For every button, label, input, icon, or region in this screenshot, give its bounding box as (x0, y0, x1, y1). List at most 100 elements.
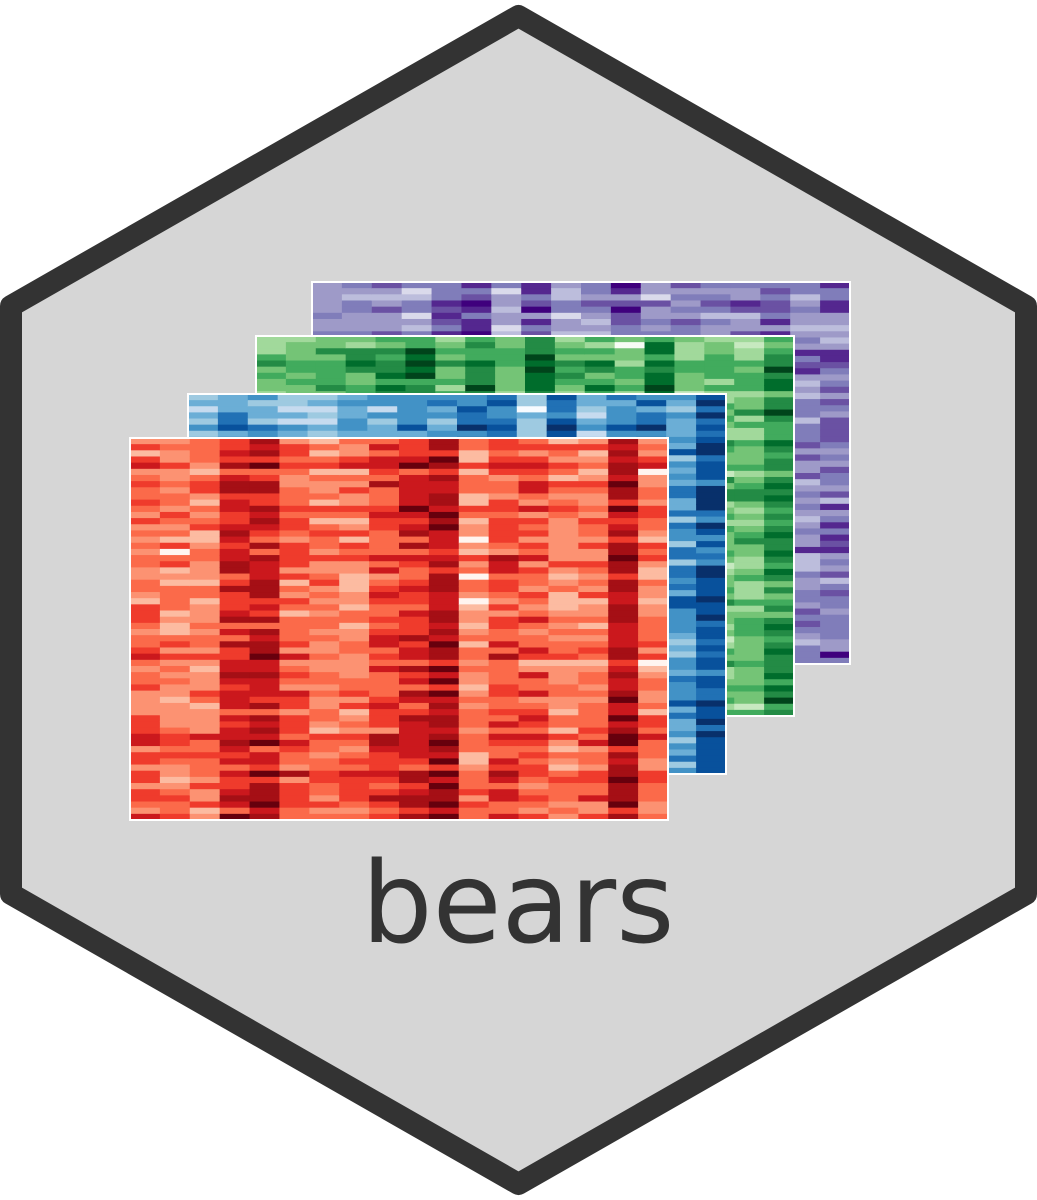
heatmap-cell (217, 406, 249, 413)
heatmap-cell (399, 721, 430, 729)
heatmap-cell (249, 702, 281, 710)
heatmap-cell (608, 573, 639, 581)
heatmap-cell (548, 518, 579, 525)
heatmap-cell (518, 530, 550, 538)
heatmap-cell (734, 385, 765, 392)
heatmap-cell (279, 592, 310, 599)
heatmap-cell (399, 505, 430, 513)
heatmap-cell (578, 733, 609, 741)
heatmap-cell (369, 511, 400, 519)
heatmap-cell (189, 561, 221, 568)
heatmap-cell (279, 567, 310, 575)
heatmap-cell (638, 592, 669, 599)
heatmap-cell (548, 690, 579, 698)
heatmap-cell (375, 342, 407, 349)
heatmap-cell (488, 789, 520, 796)
heatmap-cell (458, 770, 490, 778)
heatmap-cell (315, 366, 347, 374)
heatmap-cell (249, 789, 281, 796)
heatmap-cell (606, 424, 637, 432)
heatmap-cell (606, 400, 637, 407)
heatmap-cell (345, 342, 377, 349)
heatmap-cell (249, 530, 281, 538)
heatmap-cell (525, 372, 556, 380)
heatmap-cell (820, 392, 851, 400)
heatmap-cell (606, 406, 637, 413)
heatmap-cell (518, 616, 550, 624)
heatmap-cell (339, 438, 370, 445)
heatmap-cell (666, 522, 697, 530)
heatmap-cell (610, 294, 642, 302)
heatmap-cell (638, 764, 669, 772)
heatmap-cell (369, 770, 400, 778)
heatmap-cell (399, 653, 430, 661)
heatmap-cell (249, 665, 281, 673)
heatmap-cell (315, 354, 347, 362)
heatmap-cell (666, 547, 697, 554)
heatmap-cell (428, 696, 460, 704)
heatmap-cell (458, 776, 490, 784)
heatmap-cell (516, 400, 548, 407)
heatmap-cell (488, 511, 520, 519)
heatmap-cell (578, 807, 609, 815)
heatmap-cell (491, 288, 522, 295)
heatmap-cell (790, 522, 821, 530)
heatmap-cell (461, 288, 492, 295)
heatmap-cell (435, 378, 466, 386)
heatmap-cell (428, 715, 460, 723)
heatmap-cell (428, 450, 460, 458)
heatmap-cell (279, 733, 310, 741)
heatmap-cell (130, 813, 161, 821)
heatmap-cell (249, 752, 281, 759)
heatmap-cell (548, 665, 579, 673)
heatmap-cell (518, 641, 550, 649)
heatmap-cell (341, 300, 373, 308)
heatmap-cell (461, 331, 492, 339)
heatmap-cell (638, 635, 669, 642)
heatmap-cell (369, 807, 400, 815)
heatmap-cell (488, 665, 520, 673)
heatmap-cell (790, 503, 821, 511)
heatmap-cell (279, 801, 310, 809)
heatmap-cell (159, 770, 191, 778)
heatmap-cell (339, 567, 370, 575)
heatmap-cell (249, 776, 281, 784)
heatmap-cell (696, 700, 727, 708)
heatmap-cell (285, 360, 317, 368)
heatmap-cell (188, 412, 219, 420)
heatmap-cell (189, 542, 221, 550)
heatmap-cell (315, 372, 347, 380)
heatmap-cell (249, 770, 281, 778)
heatmap-cell (249, 641, 281, 649)
heatmap-cell (369, 801, 400, 809)
heatmap-cell (576, 418, 608, 426)
heatmap-cell (130, 567, 161, 575)
heatmap-cell (369, 444, 400, 451)
heatmap-cell (525, 360, 556, 368)
heatmap-cell (458, 672, 490, 679)
heatmap-cell (608, 511, 639, 519)
heatmap-cell (247, 400, 279, 407)
heatmap-cell (734, 660, 765, 668)
heatmap-cell (730, 312, 761, 320)
heatmap-cell (608, 653, 639, 661)
heatmap-cell (159, 647, 191, 655)
heatmap-cell (790, 516, 821, 523)
heatmap-cell (399, 690, 430, 698)
heatmap-cell (790, 473, 821, 480)
heatmap-cell (548, 530, 579, 538)
heatmap-cell (285, 372, 317, 380)
heatmap-cell (130, 622, 161, 630)
heatmap-cell (130, 499, 161, 507)
heatmap-cell (608, 672, 639, 679)
heatmap-cell (428, 561, 460, 568)
heatmap-cell (189, 789, 221, 796)
heatmap-cell (159, 807, 191, 815)
heatmap-cell (548, 487, 579, 495)
heatmap-cell (189, 462, 221, 470)
heatmap-cell (309, 783, 340, 790)
heatmap-cell (636, 400, 667, 407)
heatmap-cell (764, 654, 795, 662)
heatmap-cell (638, 604, 669, 612)
heatmap-cell (309, 647, 340, 655)
